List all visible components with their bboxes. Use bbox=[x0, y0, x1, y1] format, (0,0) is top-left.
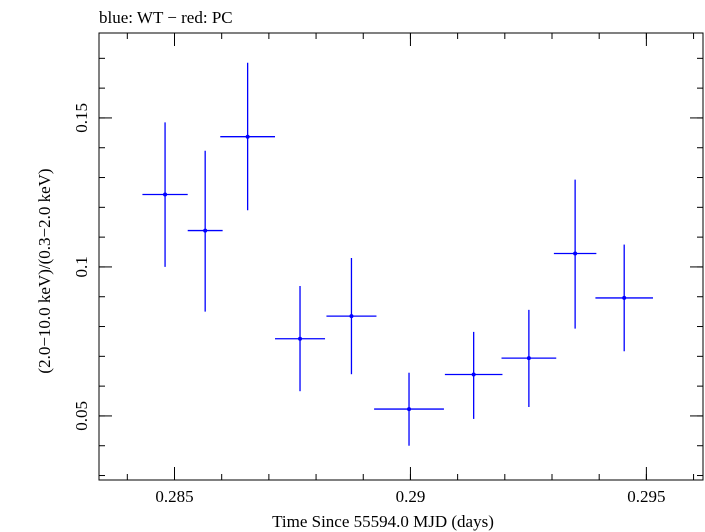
data-point bbox=[142, 122, 188, 267]
point-marker bbox=[407, 407, 412, 412]
plot-frame bbox=[98, 32, 704, 481]
data-point bbox=[444, 331, 503, 419]
x-tick-label: 0.285 bbox=[155, 487, 193, 506]
point-marker bbox=[471, 372, 476, 377]
data-point bbox=[187, 150, 223, 312]
point-marker bbox=[622, 295, 627, 300]
point-marker bbox=[573, 251, 578, 256]
y-tick-label: 0.15 bbox=[72, 103, 91, 133]
data-point bbox=[501, 309, 557, 407]
y-axis-label: (2.0−10.0 keV)/(0.3−2.0 keV) bbox=[35, 168, 54, 373]
chart-title: blue: WT − red: PC bbox=[99, 8, 233, 27]
data-point bbox=[275, 286, 326, 392]
x-tick-label: 0.295 bbox=[627, 487, 665, 506]
data-point bbox=[326, 257, 377, 375]
data-point bbox=[374, 372, 444, 446]
y-tick-labels: 0.05 0.1 0.15 bbox=[72, 103, 91, 431]
point-marker bbox=[349, 314, 354, 319]
point-marker bbox=[245, 134, 250, 139]
data-points bbox=[142, 62, 653, 446]
y-tick-label: 0.1 bbox=[72, 256, 91, 277]
x-axis-label: Time Since 55594.0 MJD (days) bbox=[272, 512, 494, 531]
point-marker bbox=[526, 356, 531, 361]
data-point bbox=[553, 179, 597, 329]
axis-ticks bbox=[99, 33, 703, 480]
data-point bbox=[220, 62, 276, 211]
data-point bbox=[595, 244, 653, 352]
point-marker bbox=[203, 228, 208, 233]
point-marker bbox=[298, 336, 303, 341]
x-tick-labels: 0.285 0.29 0.295 bbox=[155, 487, 665, 506]
y-tick-label: 0.05 bbox=[72, 401, 91, 431]
x-tick-label: 0.29 bbox=[396, 487, 426, 506]
point-marker bbox=[163, 192, 168, 197]
